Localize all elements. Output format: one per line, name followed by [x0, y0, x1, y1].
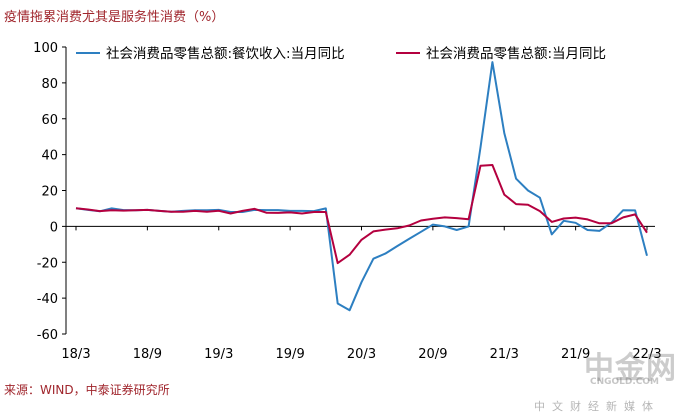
x-tick-label: 18/9 — [133, 347, 162, 362]
x-axis-ticks: 18/3 18/9 19/3 19/9 20/3 20/9 21/3 21/9 22/3 — [61, 226, 662, 362]
x-tick-label: 19/3 — [204, 347, 233, 362]
y-tick-label: 0 — [50, 220, 58, 235]
y-tick-label: -60 — [37, 328, 58, 343]
series-lines — [75, 61, 648, 312]
y-tick-label: 20 — [41, 185, 58, 200]
x-tick-label: 21/9 — [561, 347, 590, 362]
x-tick-label: 19/9 — [276, 347, 305, 362]
y-axis-ticks: 100 80 60 40 20 0 -20 -40 -60 — [33, 41, 66, 343]
chart-title: 疫情拖累消费尤其是服务性消费（%） — [4, 10, 225, 25]
x-tick-label: 18/3 — [61, 347, 90, 362]
source-note: 来源：WIND，中泰证券研究所 — [4, 383, 170, 397]
x-tick-label: 20/9 — [418, 347, 447, 362]
series-line-catering-revenue — [75, 61, 648, 312]
x-tick-label: 21/3 — [490, 347, 519, 362]
chart-legend: 社会消费品零售总额:餐饮收入:当月同比 社会消费品零售总额:当月同比 — [76, 46, 606, 62]
y-tick-label: 80 — [41, 77, 58, 92]
watermark-tagline: 中文财经新媒体 — [534, 400, 660, 413]
x-tick-label: 20/3 — [347, 347, 376, 362]
x-tick-label: 22/3 — [632, 347, 661, 362]
legend-label: 社会消费品零售总额:餐饮收入:当月同比 — [106, 46, 345, 62]
watermark-logo-text: 中金网 — [584, 351, 677, 386]
chart-axes — [65, 47, 655, 334]
series-line-retail-sales — [75, 164, 648, 265]
y-tick-label: 100 — [33, 41, 58, 56]
y-tick-label: -20 — [37, 256, 58, 271]
y-tick-label: -40 — [37, 292, 58, 307]
y-tick-label: 40 — [41, 149, 58, 164]
y-tick-label: 60 — [41, 113, 58, 128]
watermark-domain: CNGOLD.COM — [590, 377, 660, 387]
legend-label: 社会消费品零售总额:当月同比 — [426, 46, 606, 62]
